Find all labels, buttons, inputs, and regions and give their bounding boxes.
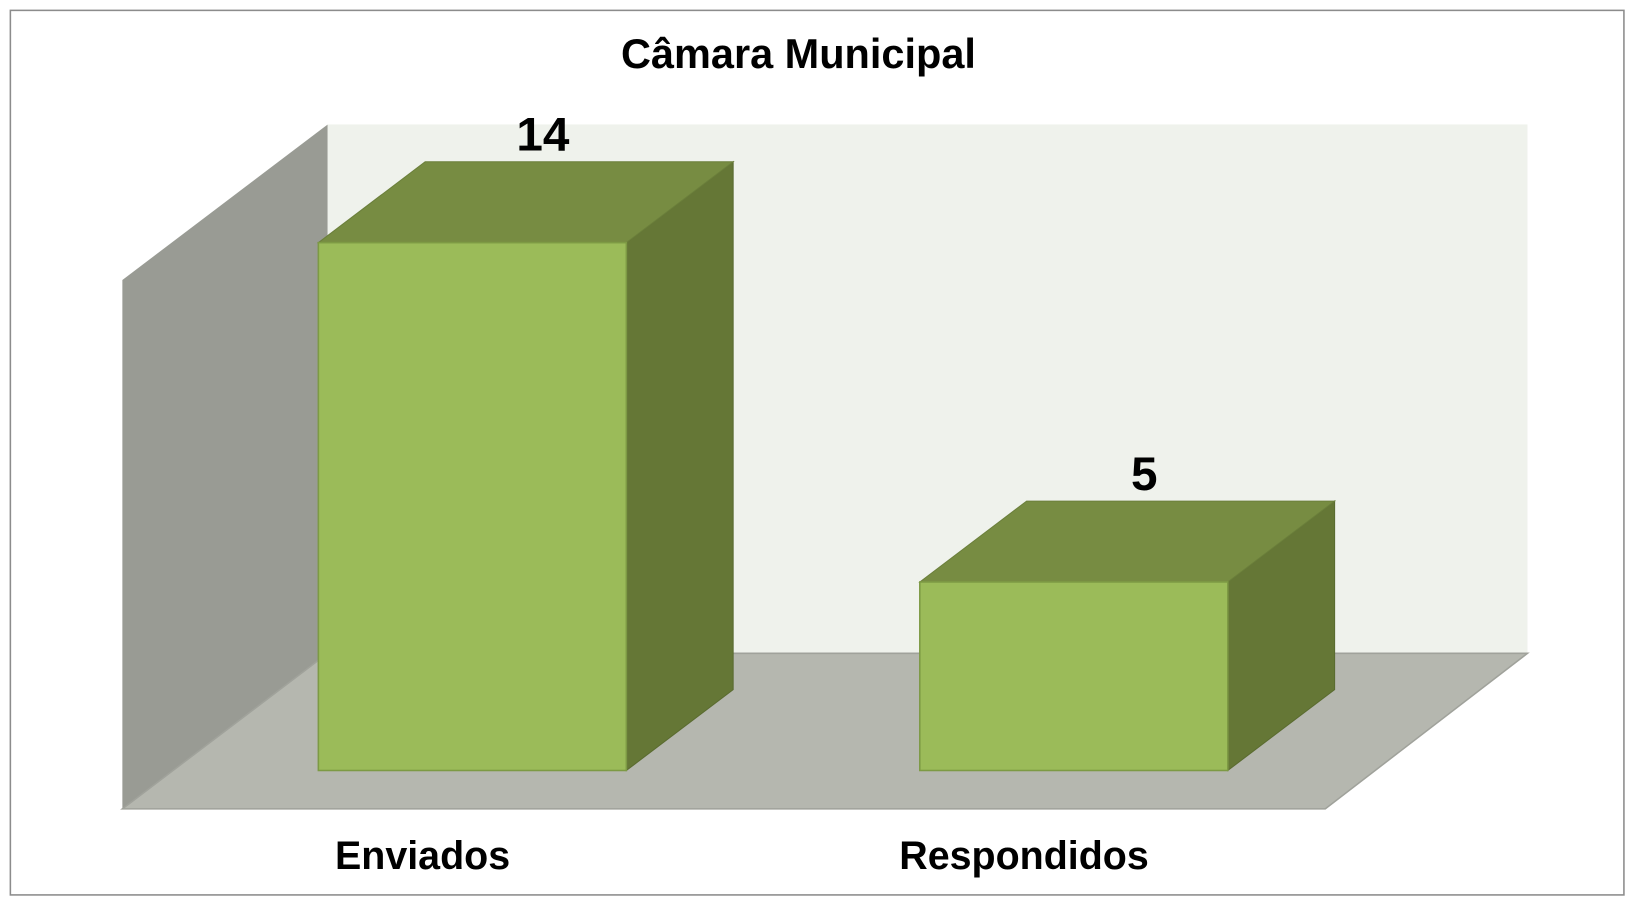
chart-title: Câmara Municipal (621, 30, 976, 77)
x-tick-label: Respondidos (899, 834, 1148, 878)
side-wall (122, 124, 328, 809)
bar (317, 241, 628, 772)
data-label: 5 (1131, 448, 1158, 501)
bar (919, 581, 1229, 772)
bar-side (625, 160, 734, 772)
x-tick-label: Enviados (335, 834, 510, 878)
data-label: 14 (516, 109, 570, 162)
